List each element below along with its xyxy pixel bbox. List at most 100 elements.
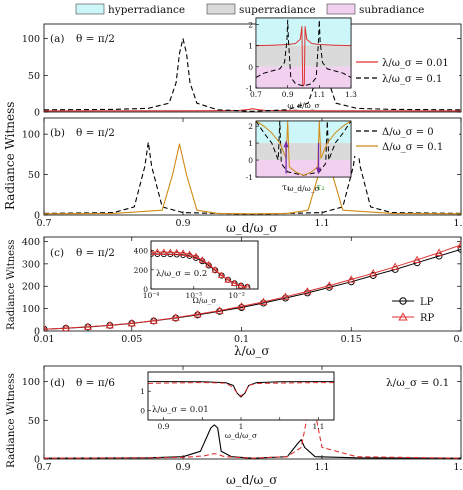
tau2-label: τ₂: [317, 183, 325, 193]
marker-triangle: [171, 313, 180, 321]
marker-triangle: [303, 287, 312, 295]
marker-triangle: [160, 248, 168, 255]
xtick-label: 0.01: [33, 334, 54, 345]
ytick-label: 100: [22, 304, 40, 315]
marker-triangle: [149, 316, 158, 324]
panel-a-theta: θ = π/2: [76, 33, 115, 45]
marker-triangle: [217, 271, 226, 279]
panel-c-series: [44, 240, 461, 331]
inset-xtick-label: 10⁻⁴: [143, 291, 160, 300]
series-line-1: [44, 392, 461, 459]
inset-band: [256, 66, 351, 88]
ytick-label: 200: [22, 282, 40, 293]
marker-triangle: [369, 269, 378, 277]
series-line-0: [148, 381, 334, 398]
marker-triangle: [259, 297, 268, 306]
xtick-label: 0.7: [36, 462, 51, 473]
panel-d-label: (d): [50, 377, 65, 389]
panel-a-legend: λ/ω_σ = 0.01 λ/ω_σ = 0.1: [352, 54, 459, 86]
ytick-label: 50: [28, 71, 40, 82]
inset-ytick-label: 1: [248, 42, 253, 51]
inset-xlabel: ω_d/ω_σ: [225, 431, 257, 440]
xtick-label: 0.9: [175, 218, 190, 229]
panel-d-series: [44, 392, 461, 459]
marker-circle: [238, 304, 245, 311]
panel-a: 0 50 100 (a) θ = π/2 λ/ω_σ = 0.01 λ/ω_σ = …: [22, 17, 462, 119]
xtick-label: 1.1: [314, 218, 329, 229]
inset-xlabel: ω_d/ω_σ: [287, 184, 319, 193]
inset-ytick-label: 2: [248, 122, 253, 131]
inset-series: [148, 381, 334, 398]
marker-triangle: [185, 250, 194, 258]
panel-b-series: [44, 141, 461, 215]
xtick-label: 0.1: [234, 334, 249, 345]
panel-a-legend-red: λ/ω_σ = 0.01: [382, 58, 449, 69]
inset-xlabel: ω_d/ω_σ: [287, 101, 319, 110]
inset-border: [150, 240, 259, 290]
series-line-1: [256, 121, 351, 176]
panel-c-legend-marker-lp: [399, 297, 407, 305]
marker-triangle: [237, 281, 245, 289]
inset-xtick-label: 10⁻²: [228, 291, 245, 300]
marker-triangle: [198, 256, 206, 263]
series-line-1: [148, 382, 334, 397]
panel-d-theta: θ = π/6: [76, 377, 115, 389]
legend-label-hyperradiance: hyperradiance: [108, 4, 185, 16]
inset-ytick-label: 200: [134, 266, 149, 275]
marker-triangle: [347, 275, 356, 283]
marker-triangle: [281, 292, 290, 300]
marker-triangle: [173, 248, 181, 256]
xtick-label: 0.9: [175, 462, 190, 473]
ytick-label: 100: [22, 130, 40, 141]
panel-d-inset: 0 1 0.9 1 1.1 ω_d/ω_σ λ/ω_σ = 0.01: [140, 371, 335, 440]
marker-triangle: [193, 309, 202, 318]
ytick-label: 0: [34, 108, 40, 119]
inset-ytick-label: 0: [140, 406, 145, 415]
panel-c-legend-rp: RP: [420, 313, 435, 324]
marker-triangle: [413, 255, 422, 263]
xtick-label: 1.3: [453, 462, 463, 473]
inset-ytick-label: -1: [246, 173, 253, 182]
panel-a-legend-box: [352, 54, 459, 86]
legend-swatch-subradiance: [326, 3, 356, 15]
marker-triangle: [215, 306, 224, 314]
inset-band: [256, 160, 351, 177]
marker-triangle: [179, 249, 187, 256]
marker-triangle: [230, 279, 239, 287]
series-line-0: [44, 108, 461, 112]
series-line-1: [256, 19, 351, 87]
inset-ytick-label: 0: [143, 285, 148, 294]
legend-swatch-superradiance: [206, 3, 236, 15]
ytick-label: 50: [28, 416, 40, 427]
panel-c: 0 100 200 300 400 0.01 0.05 0.1 0.15 0.2 (c) θ = …: [22, 236, 463, 358]
inset-band: [256, 143, 351, 161]
marker-triangle: [456, 240, 461, 248]
marker-triangle: [224, 275, 232, 283]
inset-ytick-label: 0: [248, 63, 253, 72]
ytick-label: 400: [22, 237, 40, 248]
xtick-label: 1.3: [453, 218, 463, 229]
xtick-label: 0.15: [341, 334, 362, 345]
ytick-label: 0: [34, 455, 40, 466]
inset-xtick-label: 1.3: [345, 90, 357, 99]
inset-frame: [150, 240, 259, 290]
inset-xtick-label: 0.9: [282, 90, 294, 99]
ytick-label: 100: [22, 34, 40, 45]
inset-border: [255, 17, 352, 89]
panel-c-legend: LP RP: [388, 292, 450, 326]
legend-label-subradiance: subradiance: [359, 4, 424, 16]
panel-d-lambda: λ/ω_σ = 0.1: [386, 377, 449, 389]
ytick-label: 0: [34, 327, 40, 338]
xtick-label: 0.2: [453, 334, 463, 345]
tau1-arrowhead: [283, 140, 289, 148]
inset-ytick-label: 1: [248, 139, 253, 148]
marker-triangle: [192, 252, 200, 260]
inset-xlabel: Ω/ω_σ: [193, 296, 217, 305]
inset-series: [256, 121, 351, 176]
marker-triangle: [211, 266, 219, 273]
y-axis-label-ab: Radiance Witness: [3, 102, 17, 210]
marker-triangle: [62, 323, 70, 331]
series-line-1: [44, 143, 461, 215]
y-axis-label-d: Radiance Witness: [5, 373, 17, 468]
